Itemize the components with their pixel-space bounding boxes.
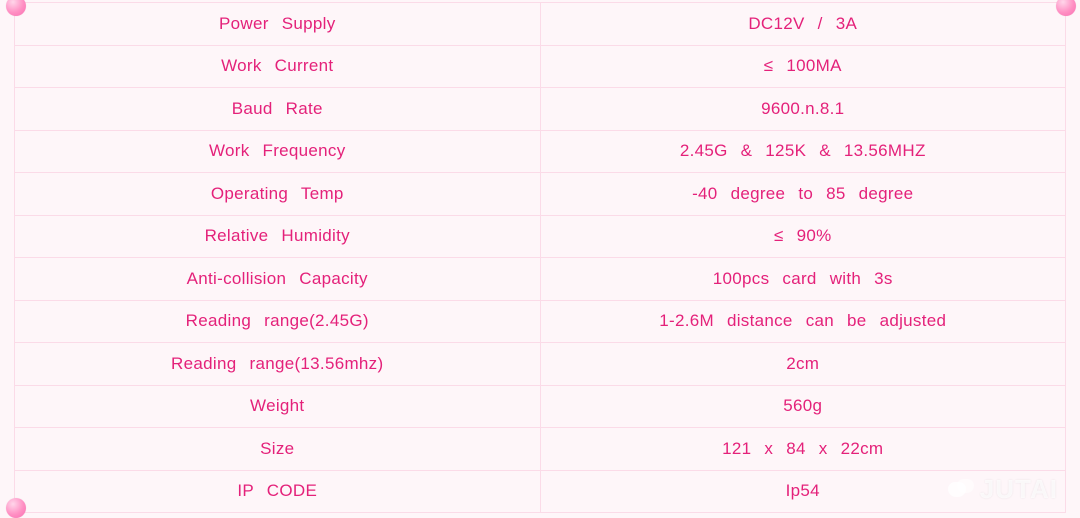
spec-label: Baud Rate	[15, 88, 541, 131]
table-row: Power Supply DC12V / 3A	[15, 3, 1066, 46]
spec-value: 2cm	[540, 343, 1066, 386]
spec-value: 1-2.6M distance can be adjusted	[540, 300, 1066, 343]
table-row: Work Current ≤ 100MA	[15, 45, 1066, 88]
corner-dot-icon	[6, 498, 26, 518]
table-row: IP CODE Ip54	[15, 470, 1066, 513]
spec-label: Anti-collision Capacity	[15, 258, 541, 301]
table-row: Operating Temp -40 degree to 85 degree	[15, 173, 1066, 216]
spec-label: Relative Humidity	[15, 215, 541, 258]
spec-table: Power Supply DC12V / 3A Work Current ≤ 1…	[14, 2, 1066, 513]
spec-label: Work Current	[15, 45, 541, 88]
table-row: Baud Rate 9600.n.8.1	[15, 88, 1066, 131]
spec-value: ≤ 100MA	[540, 45, 1066, 88]
spec-value: Ip54	[540, 470, 1066, 513]
spec-label: Power Supply	[15, 3, 541, 46]
table-row: Work Frequency 2.45G & 125K & 13.56MHZ	[15, 130, 1066, 173]
spec-label: Reading range(13.56mhz)	[15, 343, 541, 386]
spec-label: Work Frequency	[15, 130, 541, 173]
table-row: Reading range(13.56mhz) 2cm	[15, 343, 1066, 386]
spec-value: ≤ 90%	[540, 215, 1066, 258]
corner-dot-icon	[1056, 0, 1076, 16]
spec-label: Reading range(2.45G)	[15, 300, 541, 343]
table-row: Weight 560g	[15, 385, 1066, 428]
spec-label: Weight	[15, 385, 541, 428]
table-row: Anti-collision Capacity 100pcs card with…	[15, 258, 1066, 301]
spec-value: 2.45G & 125K & 13.56MHZ	[540, 130, 1066, 173]
spec-value: 100pcs card with 3s	[540, 258, 1066, 301]
spec-value: 121 x 84 x 22cm	[540, 428, 1066, 471]
spec-value: DC12V / 3A	[540, 3, 1066, 46]
table-row: Size 121 x 84 x 22cm	[15, 428, 1066, 471]
spec-label: IP CODE	[15, 470, 541, 513]
table-row: Reading range(2.45G) 1-2.6M distance can…	[15, 300, 1066, 343]
spec-table-container: Power Supply DC12V / 3A Work Current ≤ 1…	[14, 2, 1066, 513]
spec-label: Size	[15, 428, 541, 471]
spec-value: 560g	[540, 385, 1066, 428]
spec-label: Operating Temp	[15, 173, 541, 216]
table-row: Relative Humidity ≤ 90%	[15, 215, 1066, 258]
spec-value: -40 degree to 85 degree	[540, 173, 1066, 216]
spec-value: 9600.n.8.1	[540, 88, 1066, 131]
